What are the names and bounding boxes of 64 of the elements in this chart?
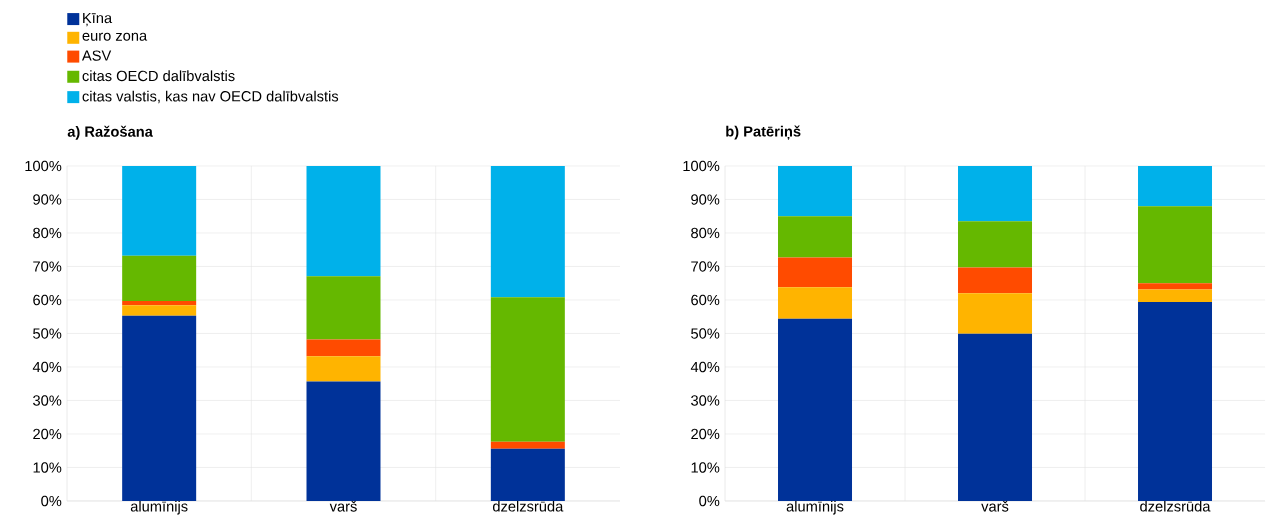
y-tick-label: 100% bbox=[25, 160, 62, 172]
y-tick-label: 60% bbox=[33, 294, 62, 306]
y-tick-label: 10% bbox=[33, 462, 62, 473]
y-tick-label: 0% bbox=[699, 495, 720, 507]
y-tick-label: 40% bbox=[690, 361, 720, 373]
legend-label: ASV bbox=[81, 50, 112, 61]
bar bbox=[778, 216, 853, 258]
y-tick-label: 100% bbox=[683, 160, 720, 172]
chart-title: b) Patēriņš bbox=[726, 125, 801, 140]
bar bbox=[490, 448, 565, 501]
bar bbox=[778, 287, 853, 319]
bar bbox=[490, 297, 565, 442]
bar bbox=[1138, 206, 1213, 284]
bar bbox=[122, 166, 197, 256]
y-tick-label: 30% bbox=[33, 395, 62, 406]
bar bbox=[306, 339, 381, 357]
y-tick-label: 90% bbox=[691, 194, 720, 205]
bar bbox=[490, 166, 565, 298]
x-tick-label: dzelzsrūda bbox=[1140, 500, 1211, 512]
y-tick-label: 10% bbox=[691, 462, 720, 473]
bar bbox=[958, 293, 1033, 334]
bar bbox=[778, 318, 853, 501]
y-tick-label: 20% bbox=[691, 428, 720, 440]
x-tick-label: alumīnijs bbox=[130, 500, 188, 515]
bar bbox=[122, 305, 197, 316]
bar bbox=[306, 276, 381, 340]
y-tick-label: 80% bbox=[691, 227, 720, 239]
bar bbox=[1138, 302, 1213, 501]
bar bbox=[122, 315, 197, 501]
y-tick-label: 40% bbox=[32, 361, 62, 373]
bar bbox=[1138, 283, 1213, 290]
bar bbox=[306, 356, 381, 382]
bar bbox=[122, 255, 197, 301]
bar bbox=[122, 301, 197, 306]
chart-title: a) Ražošana bbox=[67, 125, 153, 140]
bar bbox=[958, 333, 1033, 501]
bar bbox=[490, 441, 565, 449]
y-tick-label: 80% bbox=[33, 227, 62, 239]
y-tick-label: 20% bbox=[33, 428, 62, 440]
bar bbox=[778, 166, 853, 217]
legend-label: citas valstis, kas nav OECD dalībvalstis bbox=[82, 90, 339, 104]
bar bbox=[778, 257, 853, 288]
bar bbox=[306, 166, 381, 277]
x-tick-label: alumīnijs bbox=[786, 500, 844, 515]
y-tick-label: 60% bbox=[691, 294, 720, 306]
x-tick-label: varš bbox=[981, 500, 1009, 512]
bar bbox=[306, 381, 381, 501]
y-tick-label: 50% bbox=[691, 328, 720, 339]
y-tick-label: 50% bbox=[33, 328, 62, 339]
bar bbox=[958, 166, 1033, 222]
x-tick-label: dzelzsrūda bbox=[492, 500, 564, 512]
y-tick-label: 70% bbox=[33, 261, 62, 272]
legend-label: citas OECD dalībvalstis bbox=[82, 70, 235, 82]
bar bbox=[1138, 289, 1213, 303]
bar bbox=[958, 221, 1033, 268]
y-tick-label: 30% bbox=[691, 395, 720, 406]
bar bbox=[1138, 166, 1213, 207]
bar bbox=[958, 267, 1033, 294]
y-tick-label: 0% bbox=[41, 495, 62, 507]
x-tick-label: varš bbox=[329, 500, 357, 512]
legend-label: euro zona bbox=[82, 32, 148, 41]
legend-label: Ķīna bbox=[83, 12, 113, 27]
y-tick-label: 70% bbox=[691, 261, 720, 272]
y-tick-label: 90% bbox=[33, 194, 62, 205]
